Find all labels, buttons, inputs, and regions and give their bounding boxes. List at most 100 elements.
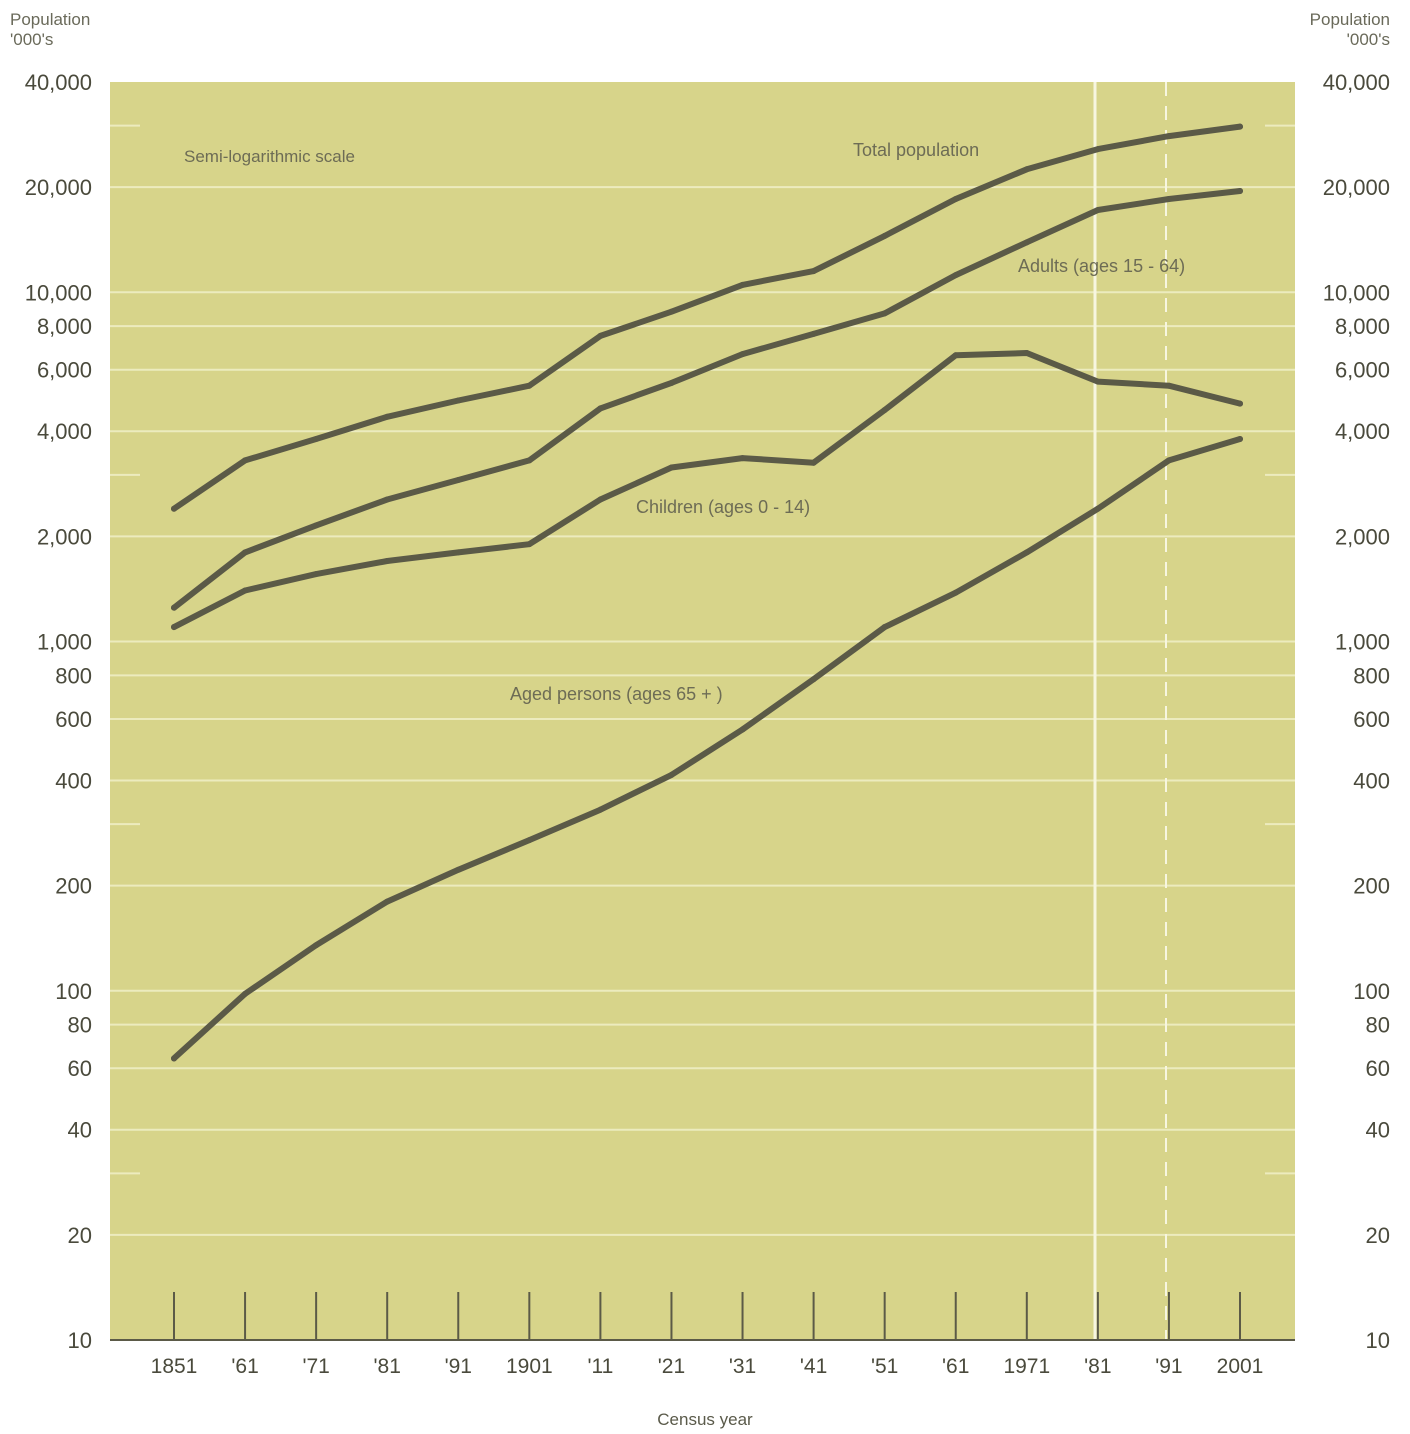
y-tick-label-right: 10,000 bbox=[1323, 280, 1390, 305]
x-axis-title: Census year bbox=[657, 1410, 753, 1429]
data-point bbox=[881, 407, 888, 414]
y-tick-label-right: 8,000 bbox=[1335, 314, 1390, 339]
data-point bbox=[739, 351, 746, 358]
data-point bbox=[526, 457, 533, 464]
data-point bbox=[597, 806, 604, 813]
data-point bbox=[1023, 239, 1030, 246]
data-point bbox=[668, 771, 675, 778]
y-axis-title-right: Population '000's bbox=[1310, 10, 1390, 50]
x-tick-label: 1971 bbox=[1003, 1355, 1050, 1378]
y-tick-label-left: 8,000 bbox=[37, 314, 92, 339]
data-point bbox=[881, 310, 888, 317]
y-tick-label-left: 40 bbox=[68, 1118, 92, 1143]
data-point bbox=[1023, 549, 1030, 556]
data-point bbox=[1094, 207, 1101, 214]
y-tick-label-left: 100 bbox=[55, 979, 92, 1004]
y-tick-label-left: 10 bbox=[68, 1328, 92, 1353]
data-point bbox=[952, 352, 959, 359]
data-point bbox=[313, 942, 320, 949]
y-axis-title-left-line1: Population bbox=[10, 10, 91, 29]
data-point bbox=[1165, 382, 1172, 389]
data-point bbox=[526, 837, 533, 844]
data-point bbox=[668, 308, 675, 315]
y-axis-title-right-line2: '000's bbox=[1346, 30, 1390, 49]
x-tick-label: '71 bbox=[302, 1355, 329, 1378]
data-point bbox=[242, 549, 249, 556]
y-tick-label-left: 4,000 bbox=[37, 419, 92, 444]
x-tick-label: '91 bbox=[445, 1355, 472, 1378]
y-tick-label-right: 6,000 bbox=[1335, 358, 1390, 383]
y-tick-label-left: 20,000 bbox=[25, 175, 92, 200]
data-point bbox=[597, 332, 604, 339]
y-tick-label-right: 1,000 bbox=[1335, 630, 1390, 655]
y-tick-label-left: 60 bbox=[68, 1056, 92, 1081]
y-tick-label-left: 80 bbox=[68, 1013, 92, 1038]
y-tick-label-left: 20 bbox=[68, 1223, 92, 1248]
y-tick-label-left: 6,000 bbox=[37, 358, 92, 383]
scale-annotation: Semi-logarithmic scale bbox=[184, 147, 355, 166]
data-point bbox=[313, 522, 320, 529]
data-point bbox=[526, 382, 533, 389]
x-tick-label: '81 bbox=[1084, 1355, 1111, 1378]
data-point bbox=[1237, 123, 1243, 130]
data-point bbox=[881, 624, 888, 631]
data-point bbox=[384, 496, 391, 503]
x-tick-label: '41 bbox=[800, 1355, 827, 1378]
data-point bbox=[1165, 195, 1172, 202]
y-tick-label-right: 80 bbox=[1366, 1013, 1390, 1038]
data-point bbox=[810, 268, 817, 275]
x-tick-label: 1851 bbox=[151, 1355, 198, 1378]
data-point bbox=[1237, 187, 1243, 194]
data-point bbox=[1023, 166, 1030, 173]
y-axis-title-left-line2: '000's bbox=[10, 30, 54, 49]
data-point bbox=[242, 587, 249, 594]
y-tick-label-left: 40,000 bbox=[25, 70, 92, 95]
y-tick-label-right: 20 bbox=[1366, 1223, 1390, 1248]
y-tick-label-left: 400 bbox=[55, 768, 92, 793]
y-tick-label-left: 1,000 bbox=[37, 630, 92, 655]
y-tick-label-left: 600 bbox=[55, 707, 92, 732]
data-point bbox=[952, 589, 959, 596]
y-tick-label-right: 4,000 bbox=[1335, 419, 1390, 444]
y-axis-title-left: Population '000's bbox=[10, 10, 90, 50]
data-point bbox=[384, 413, 391, 420]
x-tick-label: '11 bbox=[587, 1355, 613, 1378]
y-tick-label-left: 800 bbox=[55, 663, 92, 688]
series-label-0: Total population bbox=[853, 140, 979, 160]
data-point bbox=[739, 281, 746, 288]
y-tick-label-right: 100 bbox=[1353, 979, 1390, 1004]
y-tick-label-left: 10,000 bbox=[25, 280, 92, 305]
x-tick-label: '61 bbox=[231, 1355, 258, 1378]
data-point bbox=[668, 464, 675, 471]
data-point bbox=[810, 459, 817, 466]
data-point bbox=[384, 898, 391, 905]
y-tick-label-right: 800 bbox=[1353, 663, 1390, 688]
data-point bbox=[952, 195, 959, 202]
y-tick-label-right: 400 bbox=[1353, 768, 1390, 793]
data-point bbox=[313, 436, 320, 443]
x-tick-label: '21 bbox=[658, 1355, 685, 1378]
data-point bbox=[455, 477, 462, 484]
data-point bbox=[1237, 436, 1243, 443]
data-point bbox=[242, 990, 249, 997]
y-tick-label-right: 600 bbox=[1353, 707, 1390, 732]
x-tick-label: '31 bbox=[729, 1355, 756, 1378]
data-point bbox=[739, 455, 746, 462]
data-point bbox=[597, 405, 604, 412]
data-point bbox=[242, 457, 249, 464]
data-point bbox=[455, 549, 462, 556]
data-point bbox=[171, 505, 177, 512]
x-tick-label: 1901 bbox=[506, 1355, 553, 1378]
y-tick-label-right: 20,000 bbox=[1323, 175, 1390, 200]
x-tick-label: '51 bbox=[871, 1355, 898, 1378]
data-point bbox=[384, 558, 391, 565]
y-tick-label-right: 200 bbox=[1353, 874, 1390, 899]
data-point bbox=[455, 397, 462, 404]
data-point bbox=[171, 624, 177, 631]
data-point bbox=[1165, 457, 1172, 464]
data-point bbox=[810, 330, 817, 337]
data-point bbox=[1237, 400, 1243, 407]
series-label-3: Aged persons (ages 65 + ) bbox=[510, 684, 723, 704]
x-tick-label: 2001 bbox=[1217, 1355, 1264, 1378]
